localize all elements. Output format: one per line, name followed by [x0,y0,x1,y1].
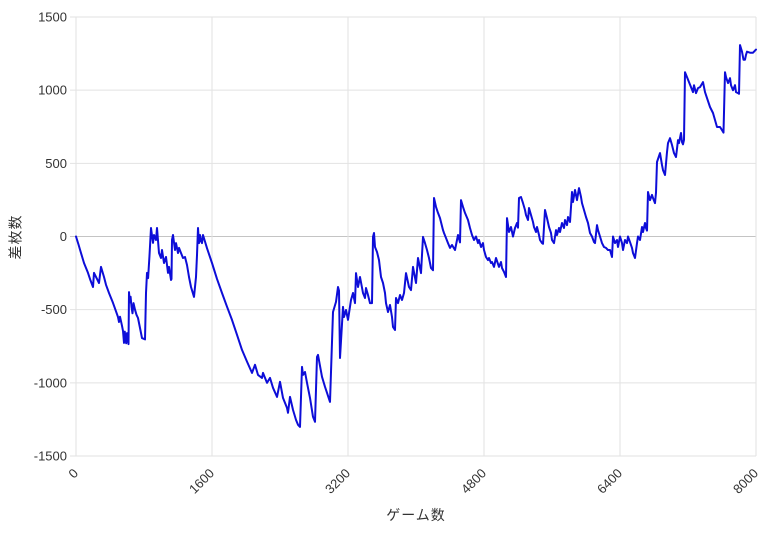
x-tick-label: 8000 [730,466,761,497]
y-axis-title: 差枚数 [7,214,23,259]
y-tick-label: 0 [60,229,67,244]
x-tick-label: 6400 [594,466,625,497]
x-tick-label: 4800 [458,466,489,497]
y-axis-title-wrap: 差枚数 [0,17,30,456]
data-series-line [75,44,757,428]
y-tick-label: -500 [41,302,67,317]
y-tick-label: 1500 [38,10,67,25]
y-tick-label: -1500 [34,449,67,464]
x-tick-label: 1600 [186,466,217,497]
y-tick-label: 1000 [38,83,67,98]
x-tick-label: 0 [65,466,81,482]
x-tick-label: 3200 [322,466,353,497]
y-tick-label: -1000 [34,375,67,390]
x-axis-title: ゲーム数 [386,507,446,523]
y-tick-label: 500 [45,156,67,171]
